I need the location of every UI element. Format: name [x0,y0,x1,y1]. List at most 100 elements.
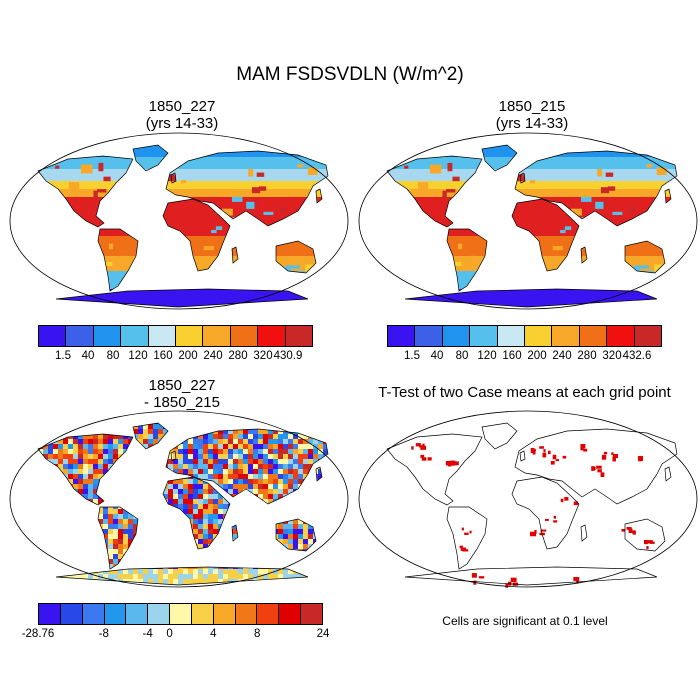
diff-cell [278,584,283,585]
diff-cell [68,544,73,549]
diff-cell [343,454,348,459]
diff-cell [53,534,58,539]
diff-cell [113,484,118,489]
colorbar-swatch [148,604,171,624]
diff-cell [203,469,208,474]
diff-cell [43,444,48,449]
diff-cell [73,454,78,459]
diff-cell [263,484,268,489]
diff-cell [303,459,308,464]
diff-cell [263,469,268,474]
diff-cell [283,554,288,559]
diff-cell [208,484,213,489]
diff-cell [33,539,38,544]
diff-cell [63,423,68,424]
diff-cell [58,439,63,444]
diff-cell [83,449,88,454]
diff-cell [263,574,268,579]
diff-cell [143,459,148,464]
diff-cell [128,574,133,579]
diff-cell [343,529,348,534]
diff-cell [178,539,183,544]
diff-cell [33,444,38,449]
diff-cell [78,474,83,479]
diff-cell [253,519,258,524]
diff-cell [123,509,128,514]
significant-cell [628,528,633,534]
diff-cell [288,529,293,534]
diff-cell [113,529,118,534]
diff-cell [203,519,208,524]
diff-cell [338,499,343,504]
diff-cell [103,484,108,489]
diff-cell [238,499,243,504]
diff-cell [48,429,53,434]
diff-cell [298,494,303,499]
colorbar-swatch [579,326,608,346]
diff-cell [223,494,228,499]
diff-cell [138,454,143,459]
diff-cell [168,534,173,539]
diff-cell [198,434,203,439]
diff-cell [298,544,303,549]
diff-cell [218,499,223,504]
diff-cell [333,509,338,514]
map-frame [9,132,349,310]
diff-cell [198,469,203,474]
diff-cell [213,529,218,534]
diff-cell [63,469,68,474]
diff-cell [188,459,193,464]
diff-cell [338,539,343,544]
diff-cell [248,549,253,554]
diff-cell [328,529,333,534]
diff-cell [308,584,313,585]
diff-cell [83,539,88,544]
diff-cell [228,519,233,524]
diff-cell [123,584,128,585]
diff-cell [283,439,288,444]
diff-cell [328,499,333,504]
diff-cell [188,534,193,539]
diff-cell [68,534,73,539]
diff-cell [333,499,338,504]
flux-band [38,181,328,189]
diff-cell [13,509,18,514]
diff-cell [318,454,323,459]
diff-cell [123,519,128,524]
diff-cell [18,509,23,514]
diff-cell [348,504,350,509]
diff-cell [18,539,23,544]
diff-cell [213,469,218,474]
diff-cell [313,489,318,494]
significant-cell [478,576,485,579]
diff-cell [203,504,208,509]
flux-band [387,169,677,181]
significant-cell [646,546,649,550]
diff-cell [33,514,38,519]
diff-cell [348,489,350,494]
diff-cell [68,549,73,554]
diff-cell [188,479,193,484]
diff-cell [28,569,33,574]
diff-cell [293,424,298,429]
diff-cell [213,504,218,509]
diff-cell [13,564,18,569]
diff-cell [93,469,98,474]
diff-cell [213,569,218,574]
diff-cell [323,484,328,489]
diff-cell [43,514,48,519]
diff-cell [23,454,28,459]
diff-cell [148,489,153,494]
significant-cell [600,472,605,477]
diff-cell [118,524,123,529]
diff-cell [198,549,203,554]
diff-cell [48,499,53,504]
diff-cell [38,559,43,564]
diff-cell [183,489,188,494]
diff-cell [223,584,228,585]
diff-cell [343,574,348,579]
diff-cell [8,584,13,589]
diff-cell [13,554,18,559]
diff-cell [318,574,323,579]
diff-cell [23,499,28,504]
